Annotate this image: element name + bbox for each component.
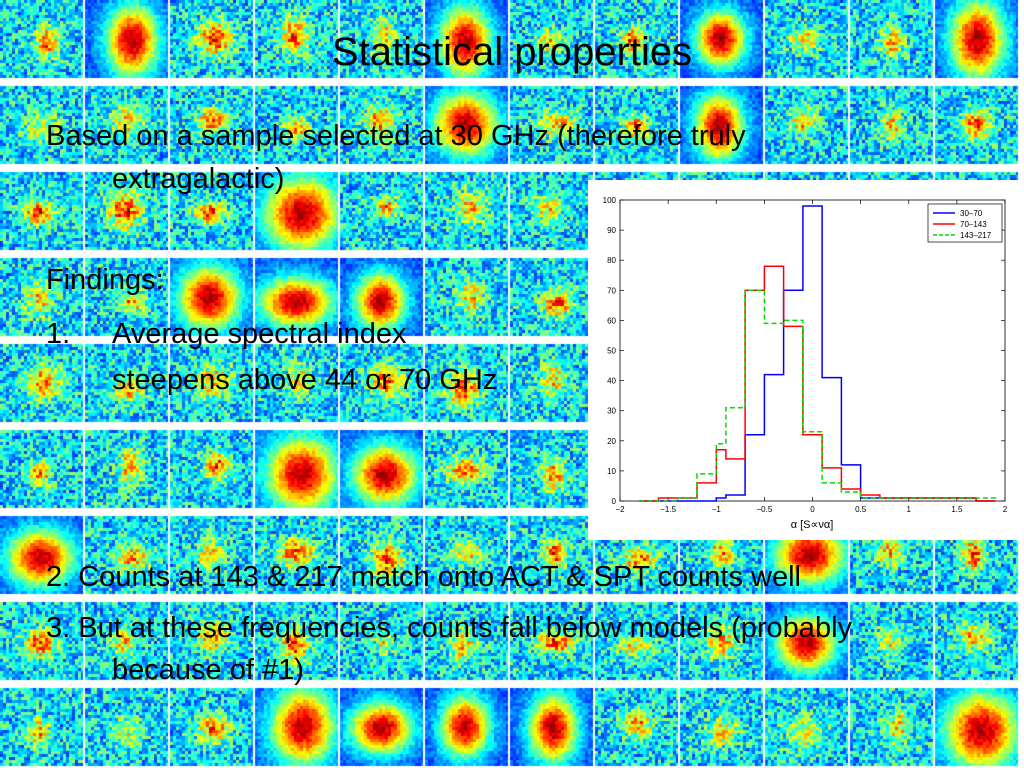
x-tick-label: −1 bbox=[712, 505, 722, 514]
x-tick-label: 0.5 bbox=[855, 505, 867, 514]
histogram-svg: −2 −1.5 −1 −0.5 0 0.5 1 1.5 20102030405060708090… bbox=[603, 196, 1008, 531]
y-tick-label: 80 bbox=[607, 256, 616, 265]
finding-2: 2. Counts at 143 & 217 match onto ACT & … bbox=[46, 561, 801, 593]
y-tick-label: 60 bbox=[607, 316, 616, 325]
finding-1-number: 1. bbox=[46, 318, 71, 350]
slide-title: Statistical properties bbox=[331, 30, 693, 74]
spectral-index-histogram: −2 −1.5 −1 −0.5 0 0.5 1 1.5 2 0 10 20 30 40 50 60 70 80 90… bbox=[588, 180, 1024, 540]
finding-3-line2: because of #1) bbox=[112, 654, 304, 686]
finding-1-line2: steepens above 44 or 70 GHz bbox=[112, 364, 498, 396]
histogram-series-3 bbox=[639, 289, 997, 502]
y-tick-label: 30 bbox=[607, 407, 616, 416]
finding-3-line1: 3. But at these frequencies, counts fall… bbox=[46, 612, 853, 644]
finding-1-line1: Average spectral index bbox=[112, 318, 407, 350]
y-tick-label: 50 bbox=[607, 347, 616, 356]
legend-label: 143–217 bbox=[960, 231, 992, 240]
legend-label: 70–143 bbox=[960, 220, 987, 229]
sample-note-line2: extragalactic) bbox=[112, 163, 285, 195]
x-tick-label: −0.5 bbox=[756, 505, 772, 514]
y-tick-label: 70 bbox=[607, 286, 616, 295]
plot-frame bbox=[619, 199, 1006, 502]
y-tick-label: 90 bbox=[607, 226, 616, 235]
sample-note-line1: Based on a sample selected at 30 GHz (th… bbox=[46, 120, 746, 152]
x-axis-label: α [S∝να] bbox=[791, 519, 834, 531]
x-tick-label: −2 bbox=[615, 505, 625, 514]
y-tick-label: 0 bbox=[612, 497, 617, 506]
x-tick-label: 1 bbox=[907, 505, 912, 514]
y-tick-label: 100 bbox=[603, 196, 617, 205]
y-tick-label: 10 bbox=[607, 467, 616, 476]
y-tick-label: 20 bbox=[607, 437, 616, 446]
x-tick-label: 0 bbox=[810, 505, 815, 514]
x-tick-label: 1.5 bbox=[951, 505, 963, 514]
legend-label: 30–70 bbox=[960, 209, 983, 218]
y-tick-label: 40 bbox=[607, 377, 616, 386]
findings-heading: Findings: bbox=[46, 264, 164, 296]
x-tick-label: 2 bbox=[1003, 505, 1008, 514]
x-tick-label: −1.5 bbox=[660, 505, 676, 514]
